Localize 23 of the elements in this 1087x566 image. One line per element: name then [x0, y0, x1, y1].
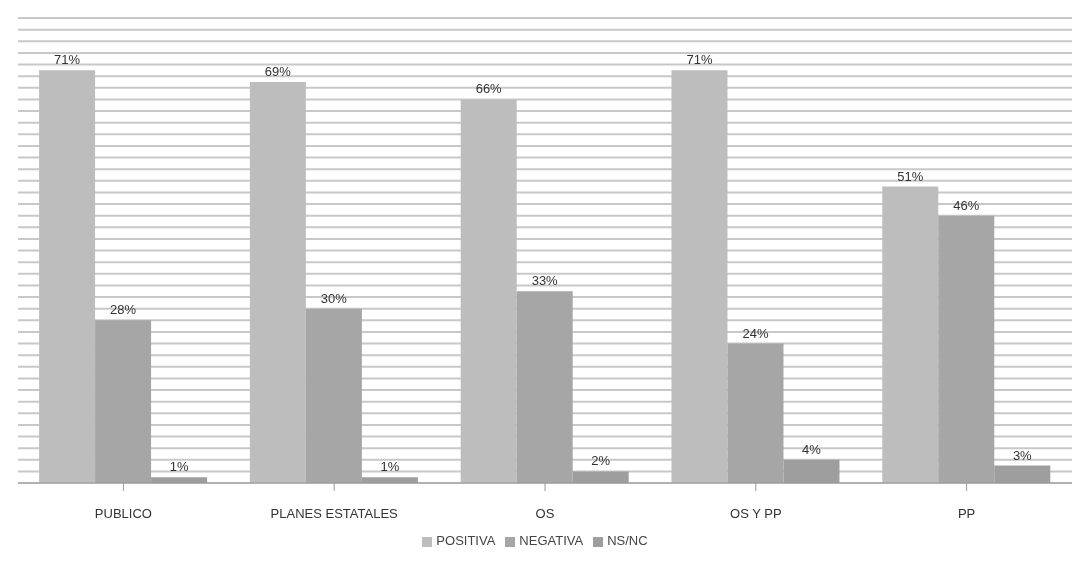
data-label: 2%: [591, 453, 611, 469]
x-tick-label: OS: [535, 506, 555, 522]
data-label: 66%: [475, 81, 503, 97]
data-label: 46%: [953, 197, 980, 213]
data-label: 28%: [110, 302, 137, 318]
data-label: 1%: [169, 459, 189, 475]
x-tick-label: PUBLICO: [94, 506, 152, 522]
data-label: 24%: [742, 325, 769, 341]
data-label: 71%: [54, 52, 81, 68]
legend-label: NEGATIVA: [519, 533, 584, 548]
data-label: 51%: [897, 168, 924, 184]
data-label: 33%: [531, 273, 559, 289]
x-tick-label: PP: [957, 506, 976, 522]
data-label: 4%: [802, 441, 822, 457]
legend-label: POSITIVA: [436, 533, 496, 548]
x-tick-label: PLANES ESTATALES: [270, 506, 399, 522]
data-label: 30%: [320, 290, 348, 306]
data-label: 71%: [686, 52, 713, 68]
data-label: 1%: [380, 459, 400, 475]
legend-label: NS/NC: [607, 533, 648, 548]
data-label: 3%: [1012, 447, 1033, 463]
x-tick-label: OS Y PP: [730, 506, 782, 522]
data-label: 69%: [264, 63, 292, 79]
